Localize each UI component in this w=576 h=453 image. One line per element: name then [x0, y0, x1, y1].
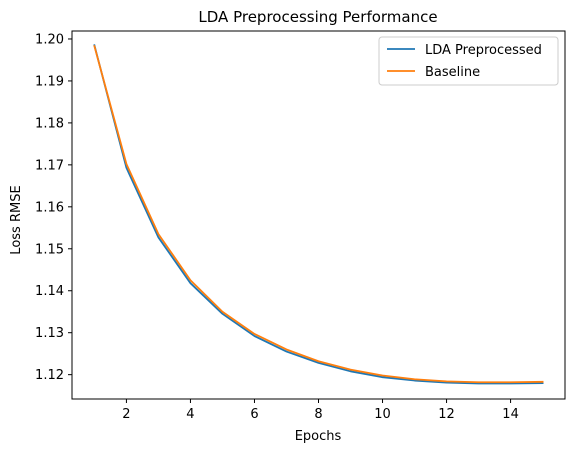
legend: LDA Preprocessed Baseline: [378, 36, 559, 86]
x-tick-label: 8: [314, 407, 322, 422]
y-tick-label: 1.14: [35, 284, 64, 299]
y-axis-ticks: 1.12 1.13 1.14 1.15 1.16 1.17 1.18 1.19 1.20: [35, 32, 72, 383]
y-tick-label: 1.16: [35, 200, 64, 215]
y-tick-label: 1.13: [35, 326, 64, 341]
series-line-1: [93, 44, 544, 385]
y-tick-label: 1.18: [35, 116, 64, 131]
x-tick-label: 6: [250, 407, 258, 422]
y-tick-label: 1.12: [35, 368, 64, 383]
series-line-2: [93, 45, 544, 384]
legend-label: Baseline: [425, 65, 480, 80]
x-axis-label: Epochs: [295, 429, 342, 444]
plot-lines: [93, 44, 544, 385]
y-tick-label: 1.19: [35, 74, 64, 89]
x-tick-label: 14: [502, 407, 519, 422]
y-axis-label: Loss RMSE: [9, 185, 24, 254]
x-axis-ticks: 2 4 6 8 10 12 14: [122, 399, 519, 422]
legend-label: LDA Preprocessed: [425, 43, 542, 58]
legend-box: [378, 36, 559, 86]
x-tick-label: 12: [438, 407, 455, 422]
y-tick-label: 1.17: [35, 158, 64, 173]
y-tick-label: 1.20: [35, 32, 64, 47]
y-tick-label: 1.15: [35, 242, 64, 257]
chart-title: LDA Preprocessing Performance: [198, 8, 437, 26]
axes-frame: [71, 30, 566, 400]
x-tick-label: 2: [122, 407, 130, 422]
x-tick-label: 10: [374, 407, 391, 422]
x-tick-label: 4: [186, 407, 194, 422]
